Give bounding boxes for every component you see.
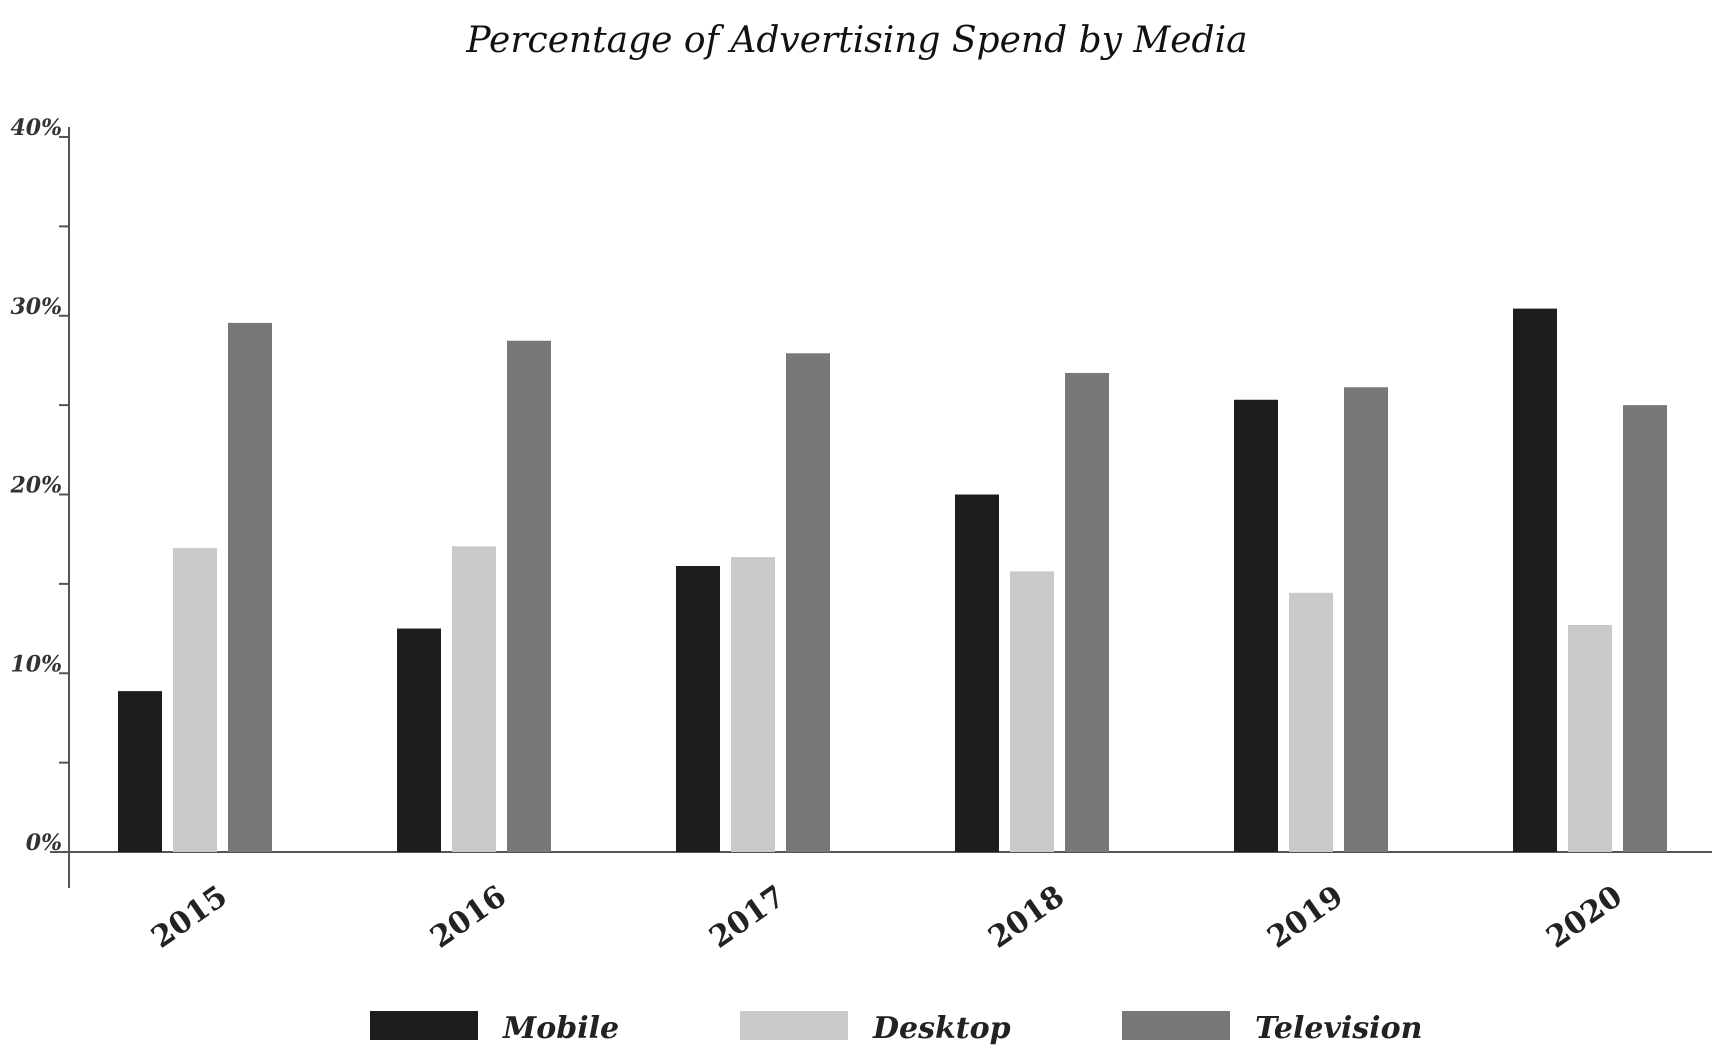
bar-mobile-2019 (1234, 399, 1278, 852)
y-tick-label: 40% (10, 115, 62, 141)
category-labels: 2015 2016 2017 2018 2019 2020 (145, 879, 1628, 956)
bar-mobile-2020 (1513, 308, 1557, 853)
bar-television-2015 (228, 322, 272, 852)
bar-desktop-2017 (731, 557, 775, 852)
y-tick-label: 20% (9, 473, 62, 499)
bar-television-2017 (786, 353, 830, 852)
legend-label-mobile: Mobile (502, 1011, 619, 1046)
x-tick-label-2018: 2018 (982, 879, 1070, 956)
legend-swatch-television (1122, 1011, 1230, 1040)
bar-mobile-2018 (955, 494, 999, 852)
axes: 0% 10% 20% 30% 40% (9, 115, 1712, 888)
bar-mobile-2016 (397, 628, 441, 852)
x-tick-label-2019: 2019 (1261, 879, 1349, 956)
y-tick-label: 10% (10, 651, 62, 677)
legend: Mobile Desktop Television (370, 1011, 1422, 1046)
y-tick-label: 30% (10, 294, 62, 320)
chart-title: Percentage of Advertising Spend by Media (465, 20, 1247, 61)
bar-mobile-2015 (118, 691, 162, 852)
legend-label-television: Television (1255, 1011, 1422, 1046)
y-tick-label: 0% (26, 830, 62, 856)
legend-swatch-mobile (370, 1011, 478, 1040)
x-tick-label-2016: 2016 (424, 879, 512, 956)
bar-desktop-2019 (1289, 592, 1333, 852)
bars (118, 308, 1667, 853)
bar-television-2019 (1344, 387, 1388, 852)
legend-label-desktop: Desktop (872, 1011, 1011, 1046)
bar-desktop-2020 (1568, 624, 1612, 852)
x-tick-label-2020: 2020 (1540, 879, 1628, 956)
bar-desktop-2016 (452, 546, 496, 852)
x-tick-label-2017: 2017 (703, 879, 791, 956)
bar-mobile-2017 (676, 566, 720, 852)
bar-desktop-2015 (173, 548, 217, 852)
bar-television-2016 (507, 340, 551, 852)
legend-swatch-desktop (740, 1011, 848, 1040)
x-tick-label-2015: 2015 (145, 879, 233, 956)
bar-television-2020 (1623, 405, 1667, 852)
bar-television-2018 (1065, 372, 1109, 852)
bar-desktop-2018 (1010, 571, 1054, 852)
